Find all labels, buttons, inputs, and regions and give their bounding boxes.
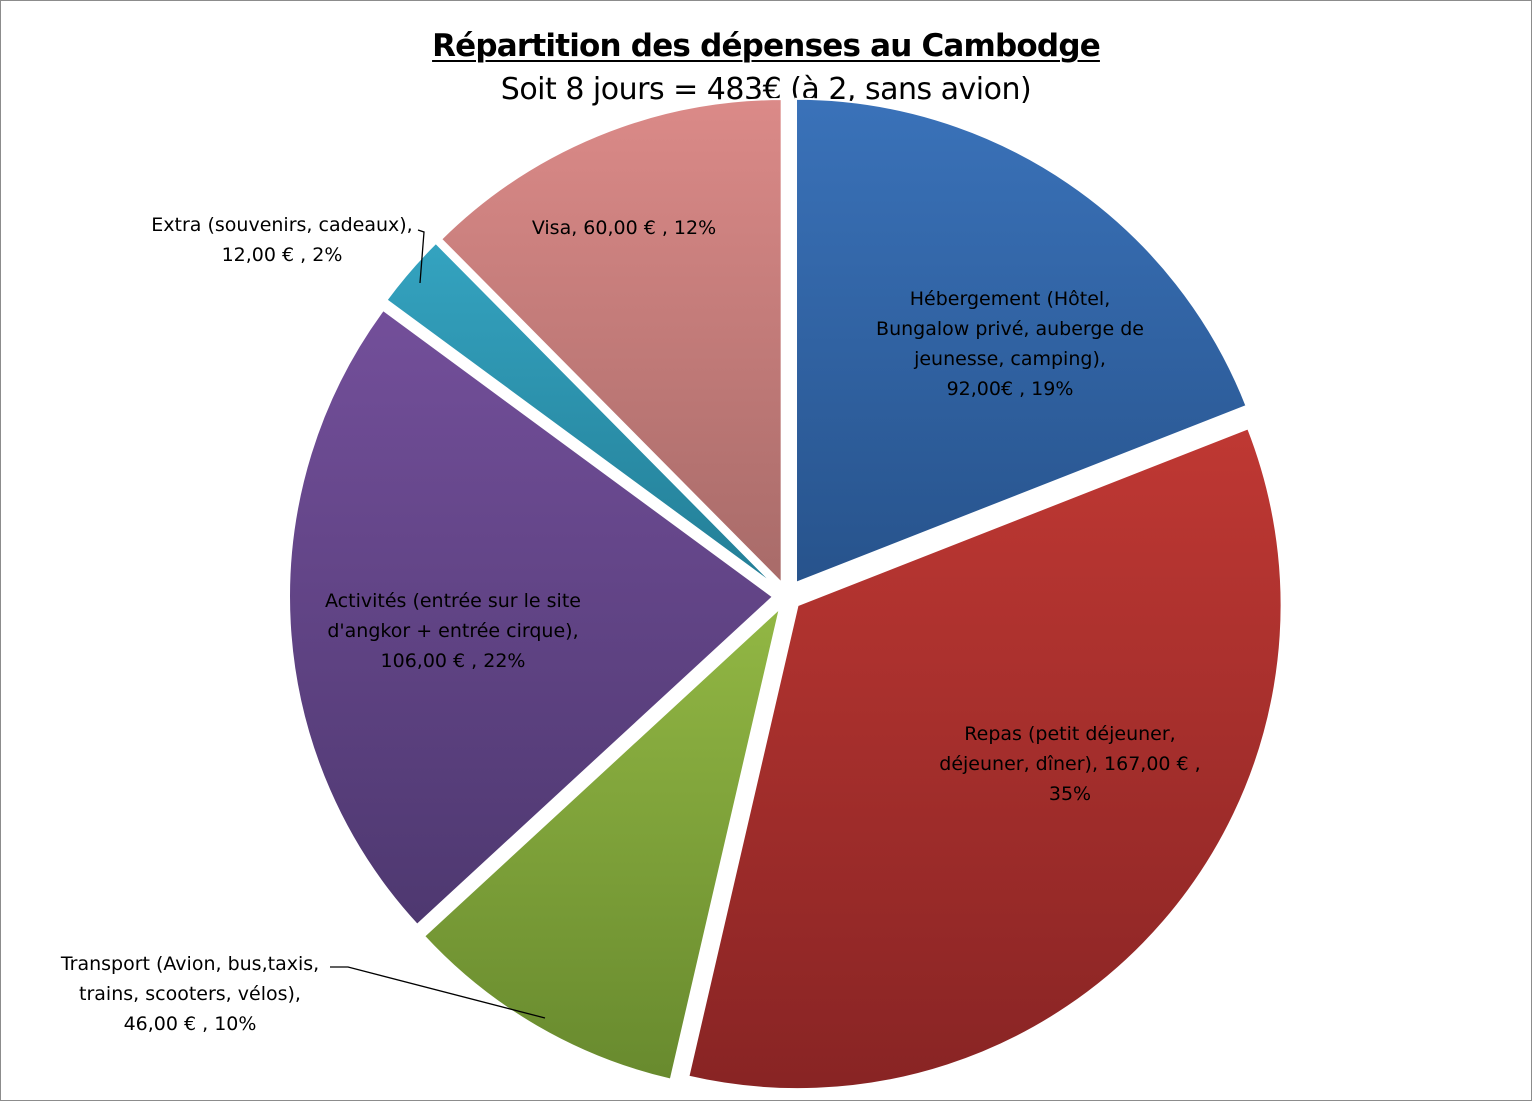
pie-slice-3 [288,308,775,927]
slice-label-line: Visa, 60,00 € , 12% [532,217,716,239]
slice-label-0: Hébergement (Hôtel, Bungalow privé, auber… [876,288,1144,400]
pie-slice-5 [439,98,783,586]
slice-label-3: Activités (entrée sur le site d'angkor + … [325,590,581,672]
slice-label-5: Visa, 60,00 € , 12% [532,217,716,239]
slice-label-line: jeunesse, camping), [913,348,1106,370]
slice-label-line: d'angkor + entrée cirque), [327,620,578,642]
slice-label-4: Extra (souvenirs, cadeaux), 12,00 € , 2% [151,214,412,266]
slice-label-1: Repas (petit déjeuner, déjeuner, dîner), … [939,723,1200,805]
pie-slice-2 [422,605,782,1081]
slice-label-line: trains, scooters, vélos), [79,983,301,1005]
chart-title: Répartition des dépenses au Cambodge [432,28,1101,64]
slice-label-line: 92,00€ , 19% [947,378,1074,400]
slice-label-line: Repas (petit déjeuner, [964,723,1175,745]
pie-slice-4 [385,241,778,588]
slice-label-line: 46,00 € , 10% [124,1013,257,1035]
slice-label-line: Transport (Avion, bus,taxis, [60,953,319,975]
slice-label-line: Extra (souvenirs, cadeaux), [151,214,412,236]
slice-label-line: 12,00 € , 2% [222,244,343,266]
pie-slice-1 [687,427,1283,1091]
leader-line-2 [330,966,546,1019]
slice-label-line: Bungalow privé, auberge de [876,318,1144,340]
leader-line-4 [417,229,425,284]
pie-slice-0 [795,97,1248,585]
slice-label-2: Transport (Avion, bus,taxis, trains, scoo… [60,953,319,1035]
slice-label-line: déjeuner, dîner), 167,00 € , [939,753,1200,775]
slice-label-line: 35% [1049,783,1091,805]
slice-label-line: Hébergement (Hôtel, [910,288,1110,310]
slice-label-line: 106,00 € , 22% [381,650,526,672]
slice-label-line: Activités (entrée sur le site [325,590,581,612]
